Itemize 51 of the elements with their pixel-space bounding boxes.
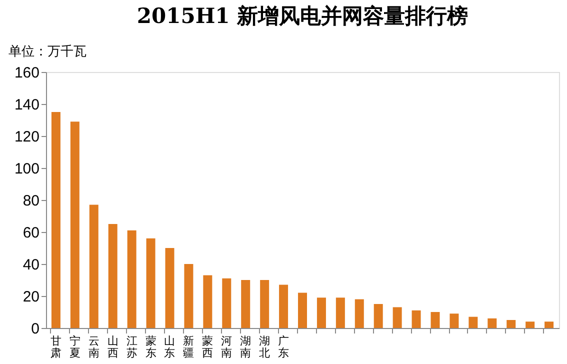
bar — [127, 230, 136, 328]
bar — [392, 307, 402, 328]
bar — [430, 312, 440, 328]
bar — [374, 304, 383, 328]
bar — [412, 310, 421, 328]
x-tick-label: 山西 — [107, 334, 118, 360]
bar — [184, 264, 194, 328]
bar — [336, 298, 345, 328]
bar — [450, 314, 459, 328]
y-tick-label: 100 — [14, 160, 40, 178]
bar — [203, 275, 212, 328]
bar — [146, 238, 156, 328]
bar — [222, 278, 232, 328]
bar — [70, 122, 80, 328]
y-tick-label: 140 — [14, 96, 40, 114]
x-tick-label: 湖北 — [259, 334, 270, 360]
y-tick-label: 20 — [22, 288, 40, 306]
x-tick-label: 云南 — [88, 334, 100, 360]
bar — [241, 280, 250, 328]
y-tick-label: 40 — [22, 256, 40, 274]
x-tick-label: 蒙东 — [145, 334, 156, 360]
x-tick-label: 湖南 — [240, 334, 252, 360]
y-axis-title: 单位：万千瓦 — [8, 44, 86, 60]
chart-title: 2015H1 新增风电并网容量排行榜 — [136, 3, 468, 28]
bar — [279, 284, 288, 328]
x-tick-label: 河南 — [221, 334, 232, 360]
bar — [298, 292, 307, 328]
y-tick-label: 60 — [22, 224, 40, 242]
x-tick-label: 新疆 — [183, 334, 194, 360]
bar — [316, 298, 326, 328]
bar — [544, 322, 554, 328]
x-tick-label: 蒙西 — [202, 334, 214, 360]
bar — [260, 280, 270, 328]
x-tick-label: 宁夏 — [69, 334, 80, 360]
y-tick-label: 160 — [14, 64, 40, 82]
y-tick-label: 80 — [22, 192, 40, 210]
x-tick-label: 广东 — [278, 334, 290, 360]
bar — [526, 322, 535, 328]
bar — [468, 316, 478, 328]
bar — [51, 112, 60, 328]
bar — [89, 204, 98, 328]
bar — [506, 320, 516, 328]
bar — [108, 224, 118, 328]
bar — [165, 248, 174, 328]
y-tick-label: 0 — [31, 320, 40, 338]
bar — [488, 318, 497, 328]
x-tick-label: 江苏 — [126, 334, 138, 360]
x-tick-label: 山东 — [164, 334, 176, 360]
x-tick-label: 甘肃 — [50, 334, 62, 360]
bar — [354, 299, 364, 328]
y-tick-label: 120 — [14, 128, 40, 146]
